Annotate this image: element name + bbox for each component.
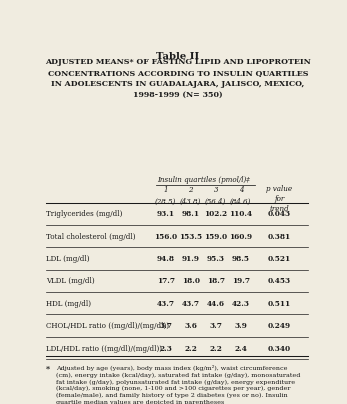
Text: 93.1: 93.1: [157, 210, 175, 218]
Text: 91.9: 91.9: [182, 255, 200, 263]
Text: HDL (mg/dl): HDL (mg/dl): [46, 300, 91, 308]
Text: 43.7: 43.7: [157, 300, 175, 308]
Text: 95.3: 95.3: [207, 255, 225, 263]
Text: Table II: Table II: [156, 52, 200, 61]
Text: 3.9: 3.9: [234, 322, 247, 330]
Text: (43.8): (43.8): [180, 198, 201, 206]
Text: 0.511: 0.511: [268, 300, 291, 308]
Text: VLDL (mg/dl): VLDL (mg/dl): [46, 278, 95, 286]
Text: LDL (mg/dl): LDL (mg/dl): [46, 255, 90, 263]
Text: 2.2: 2.2: [209, 345, 222, 353]
Text: 153.5: 153.5: [179, 233, 202, 241]
Text: Total cholesterol (mg/dl): Total cholesterol (mg/dl): [46, 233, 136, 241]
Text: 0.453: 0.453: [268, 278, 291, 286]
Text: Triglycerides (mg/dl): Triglycerides (mg/dl): [46, 210, 122, 218]
Text: CHOL/HDL ratio ((mg/dl)/(mg/dl)): CHOL/HDL ratio ((mg/dl)/(mg/dl)): [46, 322, 169, 330]
Text: 18.0: 18.0: [182, 278, 200, 286]
Text: ADJUSTED MEANS* OF FASTING LIPID AND LIPOPROTEIN
CONCENTRATIONS ACCORDING TO INS: ADJUSTED MEANS* OF FASTING LIPID AND LIP…: [45, 59, 311, 99]
Text: Insulin quartiles (pmol/l)‡: Insulin quartiles (pmol/l)‡: [157, 176, 249, 184]
Text: 94.8: 94.8: [157, 255, 175, 263]
Text: 98.5: 98.5: [232, 255, 250, 263]
Text: 2.3: 2.3: [159, 345, 172, 353]
Text: 3.6: 3.6: [184, 322, 197, 330]
Text: 43.7: 43.7: [182, 300, 200, 308]
Text: (56.4): (56.4): [205, 198, 226, 206]
Text: 98.1: 98.1: [182, 210, 200, 218]
Text: 42.3: 42.3: [232, 300, 250, 308]
Text: 3.7: 3.7: [209, 322, 222, 330]
Text: Adjusted by age (years), body mass index (kg/m²), waist circumference
(cm), ener: Adjusted by age (years), body mass index…: [56, 365, 301, 404]
Text: 156.0: 156.0: [154, 233, 177, 241]
Text: 17.7: 17.7: [157, 278, 175, 286]
Text: 159.0: 159.0: [204, 233, 227, 241]
Text: 18.7: 18.7: [207, 278, 225, 286]
Text: 2: 2: [188, 186, 193, 194]
Text: 110.4: 110.4: [229, 210, 252, 218]
Text: 2.2: 2.2: [184, 345, 197, 353]
Text: 1: 1: [163, 186, 168, 194]
Text: 44.6: 44.6: [207, 300, 225, 308]
Text: 102.2: 102.2: [204, 210, 227, 218]
Text: 3: 3: [213, 186, 218, 194]
Text: *: *: [46, 365, 50, 373]
Text: LDL/HDL ratio ((mg/dl)/(mg/dl)): LDL/HDL ratio ((mg/dl)/(mg/dl)): [46, 345, 162, 353]
Text: 3.7: 3.7: [159, 322, 172, 330]
Text: 4: 4: [238, 186, 243, 194]
Text: 2.4: 2.4: [234, 345, 247, 353]
Text: (84.6): (84.6): [230, 198, 251, 206]
Text: 0.340: 0.340: [268, 345, 291, 353]
Text: p value
for
trend: p value for trend: [266, 185, 293, 213]
Text: 0.521: 0.521: [268, 255, 291, 263]
Text: 0.381: 0.381: [268, 233, 291, 241]
Text: 0.249: 0.249: [268, 322, 291, 330]
Text: 160.9: 160.9: [229, 233, 252, 241]
Text: 19.7: 19.7: [232, 278, 250, 286]
Text: (28.5): (28.5): [155, 198, 176, 206]
Text: 0.043: 0.043: [268, 210, 291, 218]
